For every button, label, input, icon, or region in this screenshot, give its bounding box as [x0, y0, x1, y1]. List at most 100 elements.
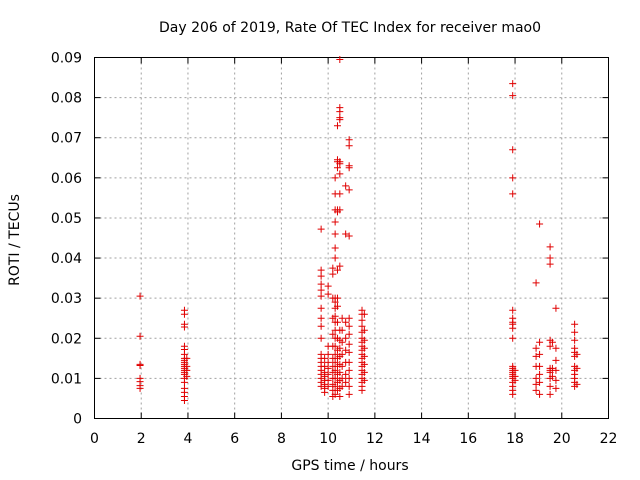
data-point [338, 338, 346, 346]
data-point [136, 292, 144, 300]
x-tick-label: 10 [319, 431, 337, 447]
data-point [331, 298, 339, 306]
data-point [546, 260, 554, 268]
data-point [345, 142, 353, 150]
data-point [331, 174, 339, 182]
data-point [331, 254, 339, 262]
data-point [321, 354, 329, 362]
y-tick-label: 0.06 [51, 171, 82, 187]
data-point [317, 280, 325, 288]
data-point [532, 352, 540, 360]
data-point [324, 282, 332, 290]
y-tick-label: 0.02 [51, 331, 82, 347]
data-point [536, 350, 544, 358]
data-point [552, 344, 560, 352]
data-point [532, 380, 540, 388]
data-point [329, 264, 337, 272]
data-point [333, 122, 341, 130]
data-point [509, 92, 517, 100]
data-point [324, 382, 332, 390]
data-point [345, 186, 353, 194]
data-point [548, 338, 556, 346]
data-point [536, 378, 544, 386]
y-tick-label: 0.08 [51, 91, 82, 107]
y-tick-label: 0.03 [51, 291, 82, 307]
data-point [552, 356, 560, 364]
x-tick-label: 2 [137, 431, 146, 447]
data-point [342, 378, 350, 386]
data-point [532, 386, 540, 394]
data-point [342, 334, 350, 342]
data-point [358, 386, 366, 394]
data-point [345, 366, 353, 374]
data-point [338, 362, 346, 370]
data-point [338, 326, 346, 334]
data-points [136, 56, 581, 404]
data-point [342, 318, 350, 326]
x-tick-label: 4 [183, 431, 192, 447]
y-tick-label: 0.05 [51, 211, 82, 227]
data-point [333, 318, 341, 326]
data-point [336, 170, 344, 178]
data-point [331, 218, 339, 226]
y-tick-label: 0.09 [51, 51, 82, 67]
data-point [360, 326, 368, 334]
data-point [336, 262, 344, 270]
x-axis-label: GPS time / hours [291, 458, 408, 474]
data-point [360, 344, 368, 352]
data-point [536, 370, 544, 378]
data-point [331, 366, 339, 374]
data-point [509, 80, 517, 88]
x-tick-label: 16 [459, 431, 477, 447]
data-point [552, 366, 560, 374]
data-point [331, 382, 339, 390]
plot-frame [94, 57, 609, 419]
data-point [571, 336, 579, 344]
data-point [536, 362, 544, 370]
data-point [342, 346, 350, 354]
data-point [532, 374, 540, 382]
data-point [336, 160, 344, 168]
data-point [331, 350, 339, 358]
data-point [333, 294, 341, 302]
data-point [338, 314, 346, 322]
axis-ticks: 0 2 4 6 8 10 12 14 16 18 20 22 0 0.01 0.02 0.03 0.04 0.05… [51, 51, 618, 448]
data-point [331, 244, 339, 252]
data-point [573, 364, 581, 372]
data-point [183, 372, 191, 380]
data-point [345, 314, 353, 322]
data-point [136, 332, 144, 340]
data-point [321, 388, 329, 396]
data-point [338, 374, 346, 382]
data-point [331, 342, 339, 350]
data-point [345, 382, 353, 390]
data-point [360, 352, 368, 360]
x-tick-label: 0 [90, 431, 99, 447]
data-point [333, 266, 341, 274]
data-point [336, 344, 344, 352]
data-point [317, 382, 325, 390]
data-point [338, 382, 346, 390]
data-point [336, 368, 344, 376]
data-point [342, 182, 350, 190]
data-point [548, 372, 556, 380]
data-point [329, 330, 337, 338]
data-point [317, 225, 325, 233]
data-point [546, 368, 554, 376]
data-point [342, 230, 350, 238]
data-point [324, 290, 332, 298]
data-point [345, 348, 353, 356]
chart-title: Day 206 of 2019, Rate Of TEC Index for r… [159, 20, 541, 36]
y-tick-label: 0.07 [51, 131, 82, 147]
y-tick-label: 0 [73, 412, 82, 428]
data-point [546, 382, 554, 390]
data-point [317, 292, 325, 300]
data-point [324, 370, 332, 378]
data-point [336, 392, 344, 400]
data-point [345, 330, 353, 338]
data-point [317, 334, 325, 342]
data-point [552, 384, 560, 392]
data-point [324, 364, 332, 372]
grid [94, 57, 609, 419]
